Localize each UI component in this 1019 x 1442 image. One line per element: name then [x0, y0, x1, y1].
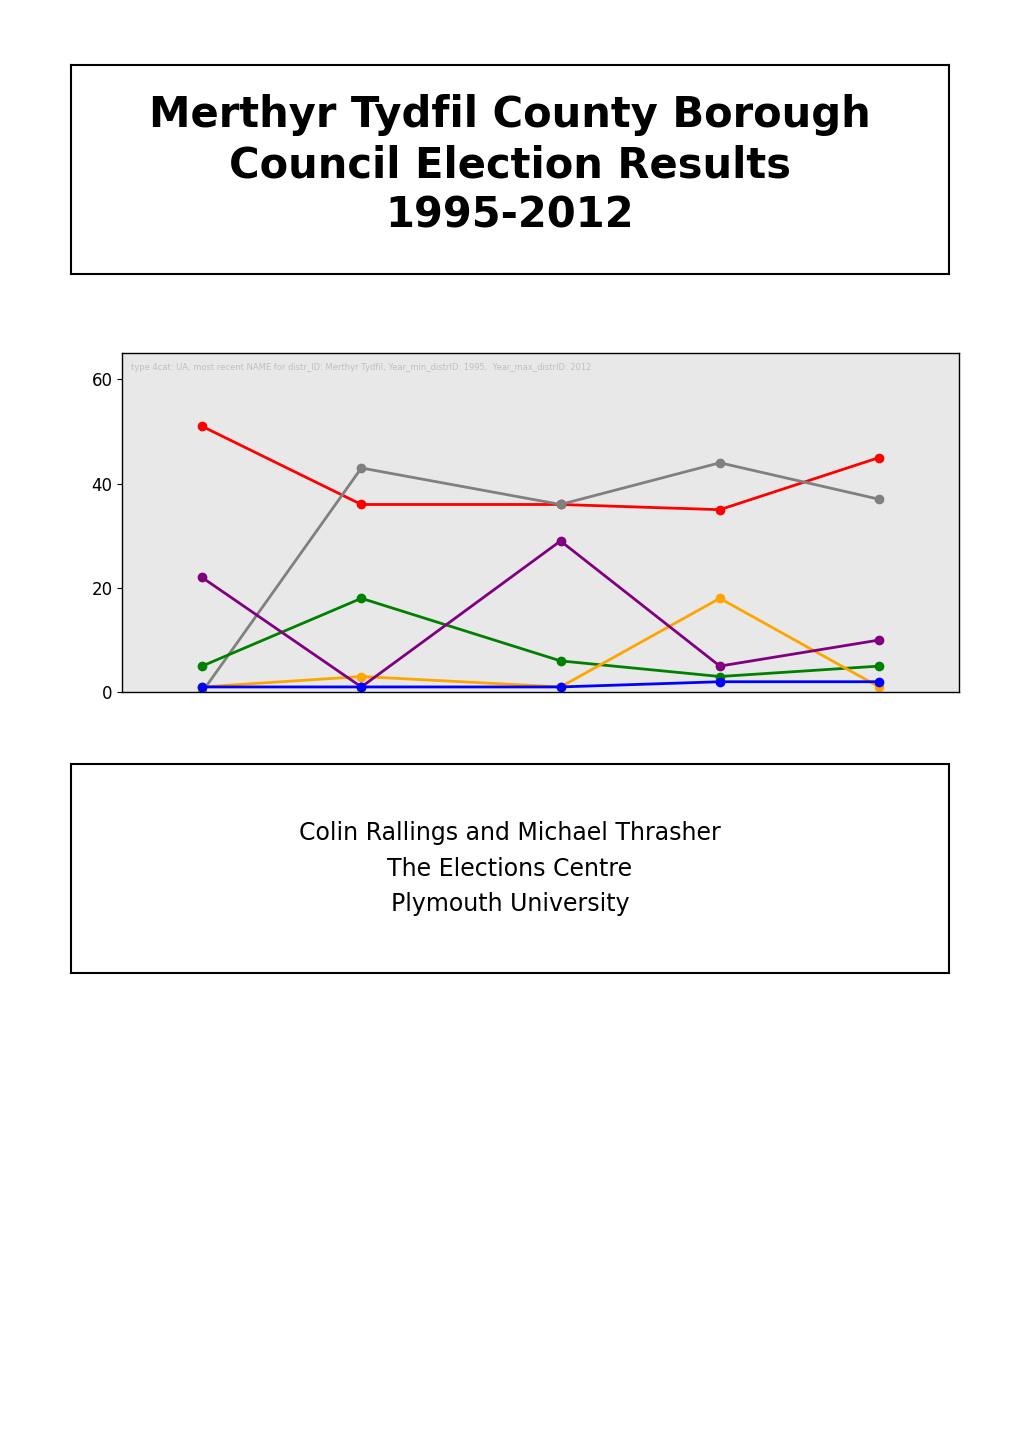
- Text: type 4cat: UA, most recent NAME for distr_ID: Merthyr Tydfil, Year_min_distrID: : type 4cat: UA, most recent NAME for dist…: [130, 363, 591, 372]
- Text: Merthyr Tydfil County Borough
Council Election Results
1995-2012: Merthyr Tydfil County Borough Council El…: [149, 94, 870, 236]
- Text: Colin Rallings and Michael Thrasher
The Elections Centre
Plymouth University: Colin Rallings and Michael Thrasher The …: [299, 822, 720, 916]
